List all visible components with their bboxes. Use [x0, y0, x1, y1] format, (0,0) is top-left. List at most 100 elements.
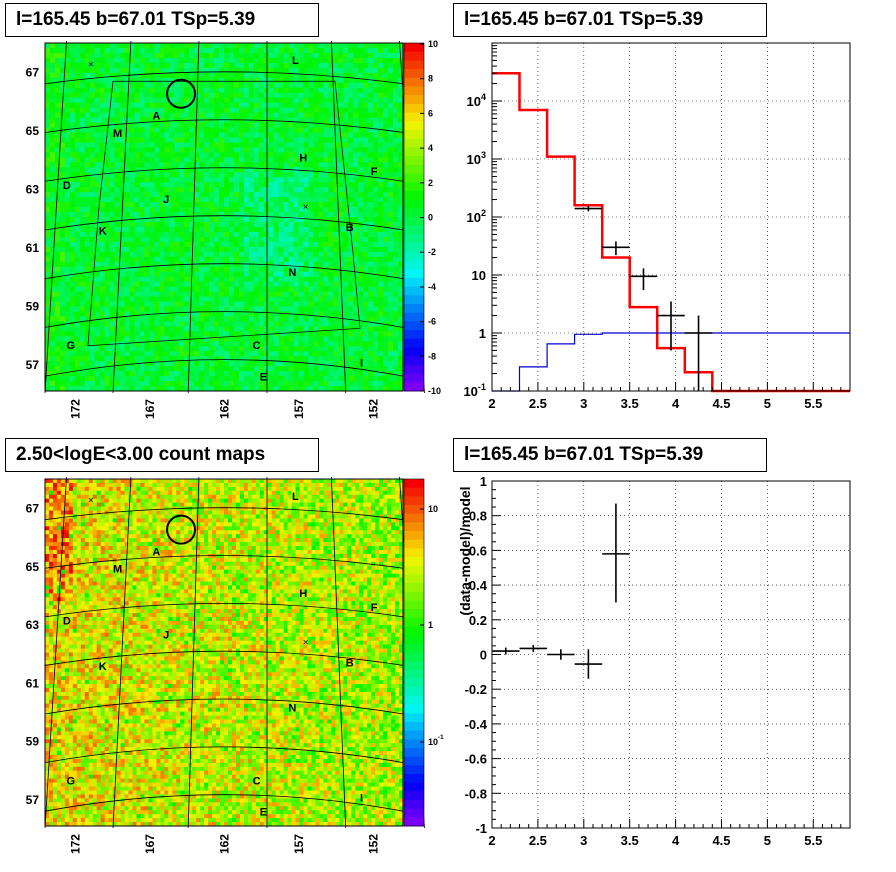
map-cell: [353, 336, 359, 342]
map-cell: [278, 291, 285, 297]
map-cell: [104, 291, 111, 297]
map-cell: [174, 202, 180, 208]
map-cell: [84, 97, 91, 104]
map-cell: [79, 132, 86, 138]
map-cell: [343, 72, 349, 79]
map-cell: [273, 152, 280, 158]
map-cell: [194, 202, 200, 208]
map-cell: [159, 142, 165, 148]
map-cell: [149, 77, 155, 84]
map-cell: [298, 321, 304, 327]
map-cell: [224, 331, 230, 337]
map-cell: [164, 202, 170, 208]
map-cell: [368, 132, 374, 138]
map-cell: [59, 177, 66, 183]
map-cell: [179, 197, 185, 203]
map-cell: [164, 132, 170, 138]
map-cell: [99, 67, 106, 74]
map-cell: [84, 341, 91, 347]
map-cell: [129, 112, 135, 118]
map-cell: [258, 256, 265, 263]
map-cell: [114, 137, 120, 143]
map-cell: [313, 286, 319, 292]
map-cell: [228, 67, 235, 74]
map-cell: [94, 321, 101, 327]
map-cell: [174, 102, 180, 109]
map-cell: [164, 366, 170, 372]
map-cell: [318, 251, 324, 258]
map-cell: [159, 202, 165, 208]
map-cell: [228, 112, 235, 118]
map-cell: [363, 261, 369, 268]
map-cell: [308, 157, 314, 163]
map-cell: [358, 366, 364, 372]
map-cell: [194, 241, 200, 248]
map-cell: [69, 246, 76, 253]
map-cell: [64, 217, 71, 223]
map-cell: [59, 351, 66, 357]
map-cell: [124, 376, 130, 382]
map-cell: [288, 87, 295, 94]
map-cell: [248, 187, 255, 193]
map-cell: [333, 182, 339, 188]
map-cell: [318, 137, 324, 143]
map-cell: [383, 92, 389, 99]
map-cell: [149, 226, 155, 233]
map-cell: [348, 241, 354, 248]
map-cell: [45, 182, 51, 188]
map-cell: [69, 311, 76, 317]
map-cell: [164, 336, 170, 342]
map-cell: [94, 316, 101, 322]
map-cell: [109, 346, 116, 352]
map-cell: [233, 311, 240, 317]
map-cell: [54, 127, 61, 133]
map-cell: [54, 321, 61, 327]
map-cell: [59, 172, 66, 178]
map-cell: [74, 341, 81, 347]
map-cell: [323, 281, 329, 287]
map-cell: [353, 57, 359, 64]
map-cell: [194, 266, 200, 273]
map-cell: [189, 326, 195, 332]
map-cell: [199, 256, 205, 263]
map-cell: [368, 102, 374, 109]
map-cell: [383, 202, 389, 208]
map-cell: [224, 316, 230, 322]
map-cell: [119, 147, 125, 153]
map-cell: [228, 301, 235, 307]
map-cell: [373, 231, 379, 238]
map-cell: [199, 157, 205, 163]
map-cell: [204, 326, 210, 332]
map-cell: [308, 197, 314, 203]
map-cell: [74, 87, 81, 94]
map-cell: [258, 157, 265, 163]
map-cell: [243, 147, 250, 153]
map-cell: [303, 187, 309, 193]
map-cell: [109, 231, 116, 238]
map-cell: [363, 326, 369, 332]
map-cell: [343, 256, 349, 263]
map-cell: [104, 52, 111, 59]
map-cell: [298, 197, 304, 203]
map-cell: [383, 47, 389, 54]
map-cell: [204, 356, 210, 362]
map-cell: [139, 241, 145, 248]
map-cell: [373, 217, 379, 223]
map-cell: [358, 246, 364, 253]
map-cell: [258, 97, 265, 104]
map-cell: [139, 212, 145, 218]
map-cell: [214, 336, 220, 342]
map-cell: [343, 306, 349, 312]
map-cell: [129, 212, 135, 218]
map-cell: [313, 157, 319, 163]
map-cell: [308, 117, 314, 123]
map-cell: [358, 331, 364, 337]
map-cell: [358, 356, 364, 362]
map-cell: [373, 117, 379, 123]
map-cell: [99, 331, 106, 337]
map-cell: [373, 266, 379, 273]
map-cell: [348, 77, 354, 84]
map-cell: [79, 117, 86, 123]
map-cell: [283, 122, 290, 128]
map-cell: [393, 212, 399, 218]
